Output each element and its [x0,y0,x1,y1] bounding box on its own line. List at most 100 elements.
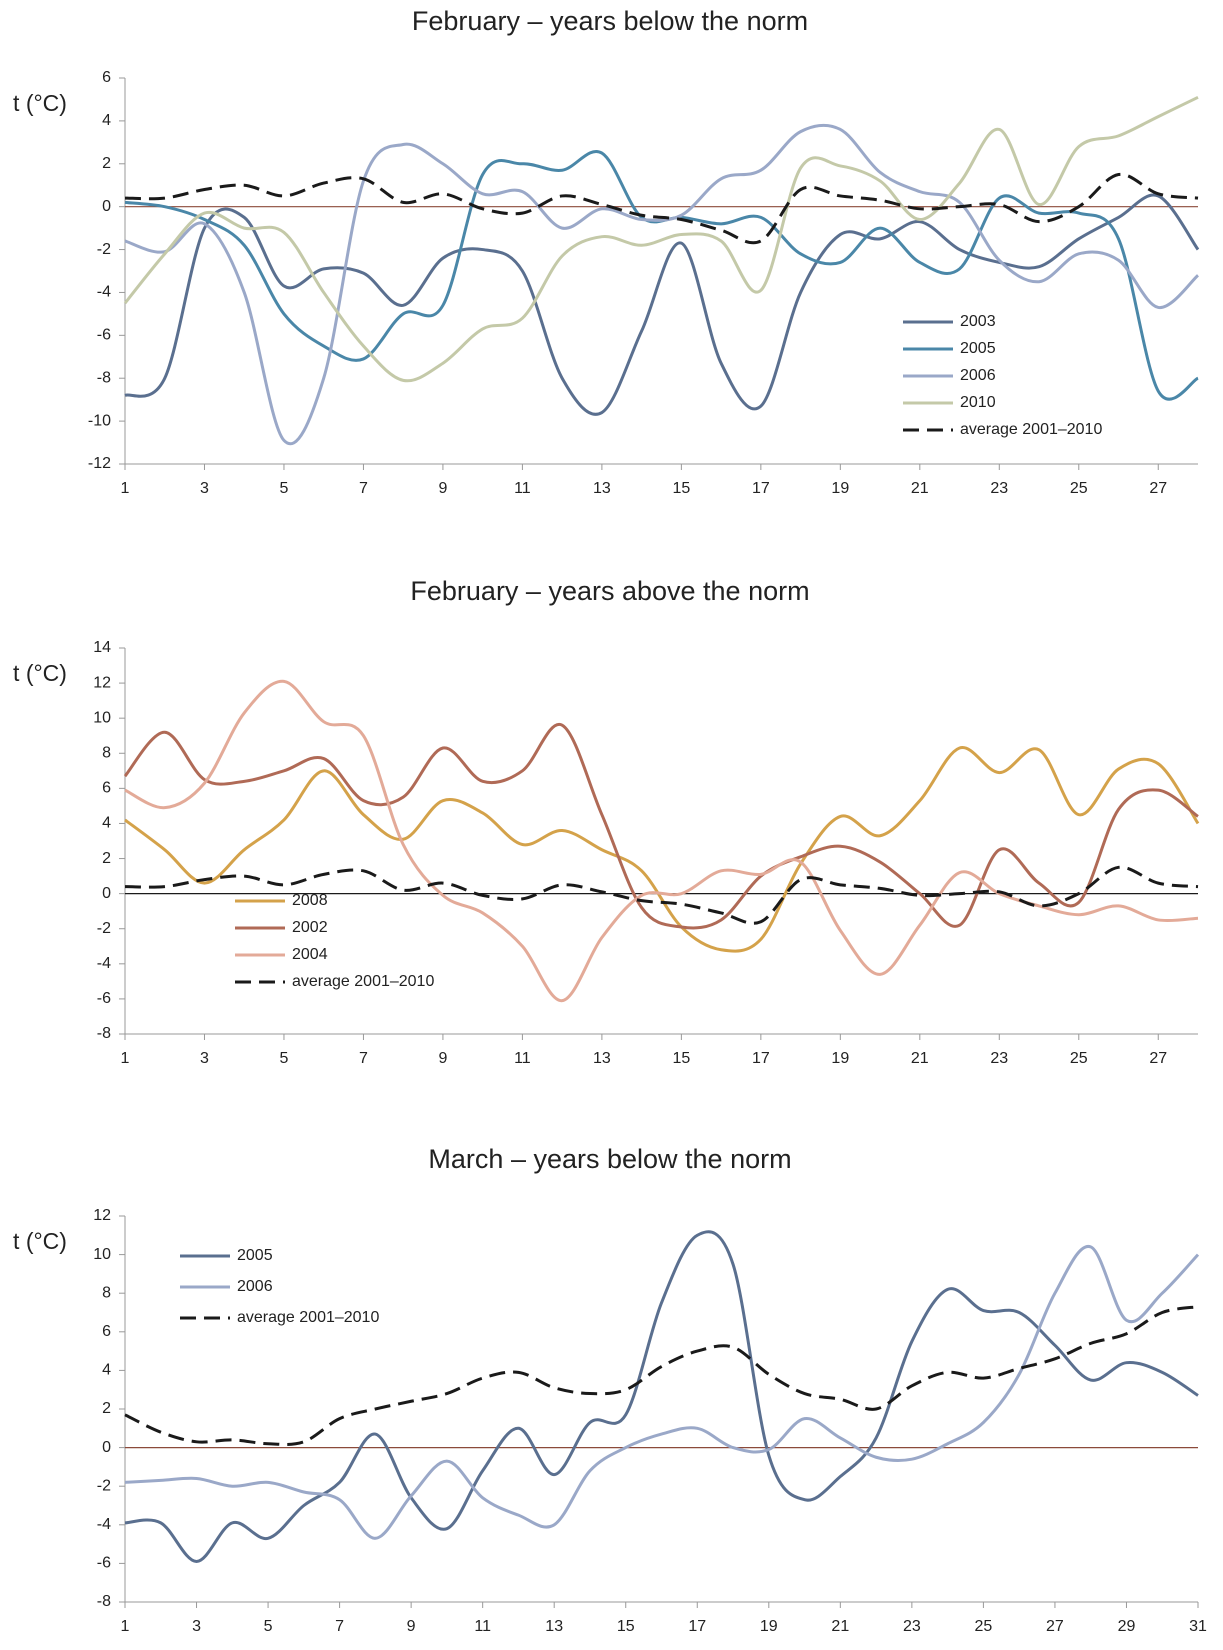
x-tick-label: 31 [1189,1618,1207,1635]
legend-label: 2005 [960,340,996,357]
y-tick-label: 0 [102,1439,111,1456]
y-tick-label: -2 [97,241,111,258]
y-axis-label: t (°C) [13,660,67,686]
chart-title: February – years above the norm [410,576,809,606]
x-tick-label: 5 [280,480,289,497]
x-tick-label: 27 [1149,480,1167,497]
legend-label: 2006 [237,1278,273,1295]
y-tick-label: -8 [97,1593,111,1610]
x-tick-label: 15 [617,1618,635,1635]
x-tick-label: 23 [990,1050,1008,1067]
legend-label: 2004 [292,946,328,963]
x-tick-label: 11 [474,1618,491,1635]
series-line [124,1305,1199,1446]
x-tick-label: 15 [672,480,690,497]
chart-title: March – years below the norm [428,1144,791,1174]
y-tick-label: -8 [97,369,111,386]
series-line [124,1245,1200,1540]
series-line [124,679,1199,1003]
legend-label: 2005 [237,1247,273,1264]
legend-label: average 2001–2010 [292,973,434,990]
x-tick-label: 11 [514,1050,531,1067]
x-tick-label: 3 [200,1050,209,1067]
x-tick-label: 9 [407,1618,416,1635]
x-tick-label: 7 [359,480,368,497]
series-line [124,123,1200,446]
y-axis-label: t (°C) [13,1228,67,1254]
x-tick-label: 19 [831,1050,849,1067]
y-axis-label: t (°C) [13,90,67,116]
x-tick-label: 19 [760,1618,778,1635]
x-tick-label: 27 [1046,1618,1064,1635]
x-tick-label: 17 [688,1618,706,1635]
x-tick-label: 25 [1070,1050,1088,1067]
y-tick-label: 0 [102,198,111,215]
chart-panel: February – years below the norm t (°C) -12… [13,6,1200,497]
y-tick-label: 4 [102,815,111,832]
x-tick-label: 1 [121,1618,130,1635]
x-tick-label: 7 [335,1618,344,1635]
y-tick-label: -6 [97,327,111,344]
x-tick-label: 5 [280,1050,289,1067]
y-tick-label: 14 [93,639,111,656]
y-tick-label: 12 [93,1207,111,1224]
y-tick-label: 6 [102,69,111,86]
y-tick-label: 10 [93,709,111,726]
y-tick-label: 4 [102,112,111,129]
y-tick-label: -4 [97,1516,111,1533]
y-tick-label: -12 [88,455,111,472]
x-tick-label: 21 [911,1050,929,1067]
x-tick-label: 23 [990,480,1008,497]
x-tick-label: 1 [121,480,130,497]
chart-panel: March – years below the norm t (°C) -8 -6 -4… [13,1144,1207,1635]
x-tick-label: 5 [264,1618,273,1635]
legend-label: average 2001–2010 [960,421,1102,438]
x-tick-label: 19 [831,480,849,497]
y-tick-label: -8 [97,1025,111,1042]
x-tick-label: 27 [1149,1050,1167,1067]
x-tick-label: 7 [359,1050,368,1067]
legend-label: 2006 [960,367,996,384]
legend-label: 2002 [292,919,328,936]
x-tick-label: 23 [903,1618,921,1635]
x-tick-label: 9 [438,1050,447,1067]
y-tick-label: -4 [97,284,111,301]
y-tick-label: 8 [102,1284,111,1301]
x-tick-label: 3 [200,480,209,497]
legend-label: average 2001–2010 [237,1309,379,1326]
x-tick-label: 13 [593,480,611,497]
series-line [124,172,1199,245]
x-tick-label: 15 [672,1050,690,1067]
y-tick-label: 12 [93,674,111,691]
x-tick-label: 17 [752,480,770,497]
y-tick-label: 6 [102,780,111,797]
x-tick-label: 11 [514,480,531,497]
y-tick-label: 10 [93,1246,111,1263]
x-tick-label: 29 [1118,1618,1136,1635]
legend-label: 2010 [960,394,996,411]
x-tick-label: 25 [1070,480,1088,497]
chart-title: February – years below the norm [412,6,808,36]
series-line [123,95,1199,383]
series-line [124,193,1200,416]
y-tick-label: 8 [102,744,111,761]
x-tick-label: 3 [192,1618,201,1635]
y-tick-label: -2 [97,1477,111,1494]
y-tick-label: 0 [102,885,111,902]
y-tick-label: -2 [97,920,111,937]
chart-panel: February – years above the norm t (°C) -8 -… [13,576,1200,1067]
x-tick-label: 13 [545,1618,563,1635]
legend-label: 2008 [292,892,328,909]
x-tick-label: 1 [121,1050,130,1067]
series-line [124,865,1199,925]
y-tick-label: -6 [97,1555,111,1572]
y-tick-label: 4 [102,1362,111,1379]
x-tick-label: 21 [911,480,929,497]
x-tick-label: 21 [831,1618,849,1635]
series-line [124,1230,1199,1563]
y-tick-label: 2 [102,155,111,172]
x-tick-label: 17 [752,1050,770,1067]
y-tick-label: -10 [88,412,111,429]
y-tick-label: -4 [97,955,111,972]
